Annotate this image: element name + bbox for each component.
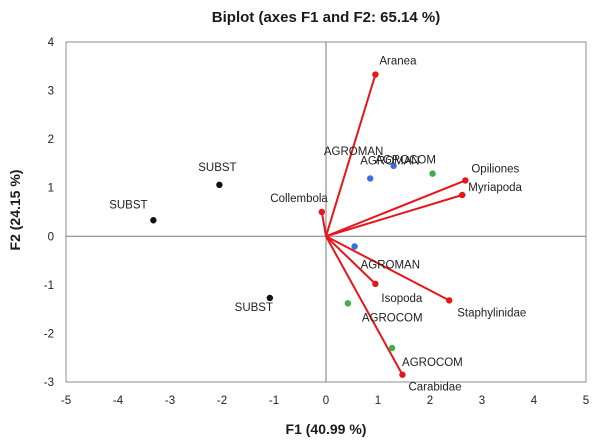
variable-label: Aranea xyxy=(379,56,417,68)
y-tick-labels: -3 -2 -1 0 1 2 3 4 xyxy=(44,37,55,389)
x-tick-label: -5 xyxy=(61,395,71,407)
observation-point xyxy=(266,294,274,302)
variable-label: Staphylinidae xyxy=(457,307,526,319)
x-tick-label: 1 xyxy=(375,395,381,407)
observation-label: SUBST xyxy=(109,199,147,211)
observation-label: AGROMAN xyxy=(361,259,420,271)
variable-vectors: Aranea Opiliones Myriapoda Collembola Isopod… xyxy=(270,56,526,394)
y-tick-label: 3 xyxy=(48,86,54,98)
variable-label: Carabidae xyxy=(408,382,461,394)
observation-label: AGROMAN xyxy=(324,146,383,158)
y-tick-label: -2 xyxy=(44,328,54,340)
x-tick-label: 4 xyxy=(531,395,538,407)
observation-label: SUBST xyxy=(235,302,273,314)
y-tick-label: 4 xyxy=(48,37,55,49)
variable-label: Isopoda xyxy=(381,293,423,305)
x-tick-label: -2 xyxy=(217,395,227,407)
y-tick-label: 2 xyxy=(48,134,54,146)
x-tick-label: -4 xyxy=(113,395,124,407)
x-tick-label: 0 xyxy=(323,395,329,407)
observation-point xyxy=(388,344,396,352)
chart-title: Biplot (axes F1 and F2: 65.14 %) xyxy=(212,9,440,26)
observation-point xyxy=(390,162,397,170)
zero-axes xyxy=(66,42,586,382)
x-tick-label: 5 xyxy=(583,395,589,407)
variable-point xyxy=(318,208,326,216)
observation-point xyxy=(344,300,352,307)
y-axis-title: F2 (24.15 %) xyxy=(7,170,23,251)
variable-vector xyxy=(325,235,450,302)
x-tick-label: -1 xyxy=(269,395,279,407)
variable-vector xyxy=(325,179,466,238)
observation-point xyxy=(429,170,436,177)
observation-point xyxy=(150,217,157,224)
y-tick-label: 1 xyxy=(48,183,54,195)
observation-label: AGROCOM xyxy=(362,312,423,324)
observation-label: SUBST xyxy=(198,162,236,174)
y-tick-label: 0 xyxy=(48,231,54,243)
x-tick-labels: -5 -4 -3 -2 -1 0 1 2 3 4 5 xyxy=(61,395,589,407)
observation-point xyxy=(216,181,223,188)
variable-label: Opiliones xyxy=(471,163,519,175)
variable-vector xyxy=(325,74,377,237)
variable-vector xyxy=(325,194,463,238)
variable-point xyxy=(462,177,469,184)
variable-vector xyxy=(320,211,327,237)
y-tick-label: -1 xyxy=(44,280,54,292)
variable-vector xyxy=(325,235,404,376)
observation-label: AGROMAN xyxy=(360,155,419,167)
x-tick-label: 3 xyxy=(479,395,485,407)
x-axis-title: F1 (40.99 %) xyxy=(286,421,367,437)
x-tick-label: -3 xyxy=(165,395,175,407)
variable-point xyxy=(372,280,379,288)
observation-label: AGROCOM xyxy=(375,155,436,167)
variable-point xyxy=(446,297,453,304)
variable-point xyxy=(399,371,406,378)
observation-label: AGROCOM xyxy=(402,357,463,369)
variable-point xyxy=(459,191,466,199)
variable-point xyxy=(372,71,379,78)
x-tick-label: 2 xyxy=(427,395,433,407)
variable-label: Collembola xyxy=(270,193,328,205)
y-tick-label: -3 xyxy=(44,377,54,389)
observation-points: SUBSTSUBSTSUBSTAGROMANAGROMANAGROMANAGRO… xyxy=(109,146,463,369)
observation-point xyxy=(351,243,358,250)
variable-label: Myriapoda xyxy=(468,182,522,194)
variable-vector xyxy=(325,235,377,285)
observation-point xyxy=(367,175,374,182)
